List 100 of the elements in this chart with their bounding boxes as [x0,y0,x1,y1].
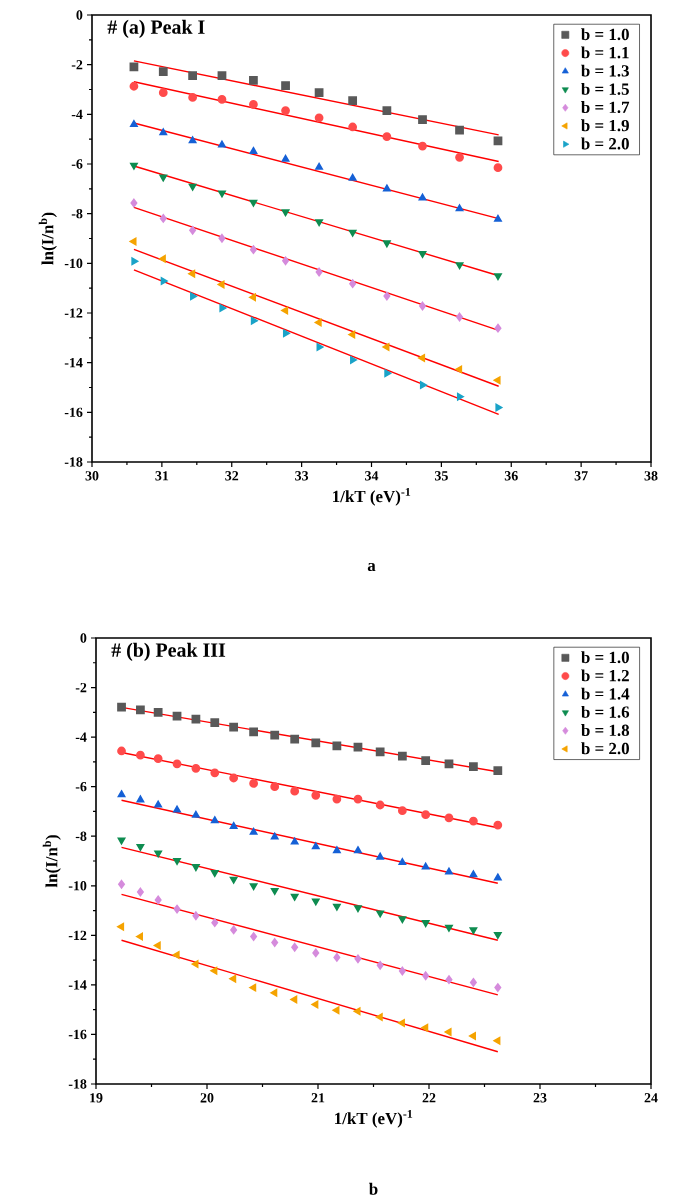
point [418,115,427,124]
point [154,895,162,905]
point [249,293,257,302]
point [217,280,225,289]
y-tick-label: -6 [71,159,83,169]
point [418,141,427,151]
point [191,864,200,872]
x-tick-label: 32 [225,471,239,481]
point [188,93,198,102]
point [354,954,362,964]
point [130,120,138,128]
y-tick-label: -16 [64,407,83,418]
point [192,911,200,921]
y-tick-label: -10 [64,258,83,269]
point [249,779,259,788]
point [117,837,126,845]
point [117,702,126,712]
point [159,128,168,136]
point [455,125,464,135]
point [493,932,502,939]
text: b [369,1182,378,1195]
point [421,756,431,766]
point [210,966,218,975]
point [173,857,181,865]
point [348,96,358,106]
point [456,312,464,322]
point [312,948,320,958]
point [249,75,258,85]
point [249,199,258,207]
x-tick-label: 31 [155,471,169,481]
point [290,734,300,744]
point [350,356,358,364]
point [229,773,239,783]
point [136,705,145,715]
legend-label: b = 1.5 [581,82,629,95]
point [493,766,503,775]
point [158,67,168,76]
point [190,292,198,301]
point [173,805,181,813]
point [397,1019,405,1027]
legend-label: b = 1.8 [581,724,630,737]
point [158,88,168,98]
point [172,951,180,959]
point [191,763,201,773]
point [316,343,324,351]
point [493,820,503,830]
point [158,254,166,263]
point [249,245,257,255]
point [311,898,320,906]
point [314,113,324,123]
point [375,800,385,810]
point [398,916,407,924]
point [311,842,320,850]
point [494,273,502,281]
point [469,816,478,826]
point [217,95,227,104]
point [281,154,290,162]
point [188,136,197,144]
point [422,971,430,981]
text: a [367,562,376,572]
point [136,844,145,852]
point [154,800,163,808]
point [218,190,226,198]
point [270,730,280,740]
x-tick-label: 30 [85,471,99,481]
point [419,381,427,389]
point [455,365,463,374]
point [398,858,407,866]
x-tick-label: 20 [200,1093,214,1103]
point [249,983,257,992]
point [348,330,356,339]
x-tick-label: 35 [434,471,448,481]
point [290,995,298,1004]
point [493,873,502,881]
point [421,920,430,928]
point [159,174,168,182]
point [375,1013,383,1022]
point [332,741,342,751]
legend-label: b = 1.6 [581,705,630,718]
point [314,318,322,327]
point [229,974,237,983]
point [210,768,220,778]
y-tick-label: -18 [64,457,83,467]
point [249,727,259,737]
point [136,795,145,803]
point [469,1032,476,1040]
point [311,790,321,800]
point [455,204,464,212]
point [117,922,125,931]
point [398,966,406,976]
legend-label: b = 1.4 [581,687,630,700]
point [382,343,390,351]
point [153,707,163,717]
legend-label: b = 2.0 [581,742,629,755]
point [314,88,324,98]
point [249,146,258,154]
point [348,122,358,132]
point [188,183,197,191]
point [229,821,238,829]
point [291,942,299,952]
